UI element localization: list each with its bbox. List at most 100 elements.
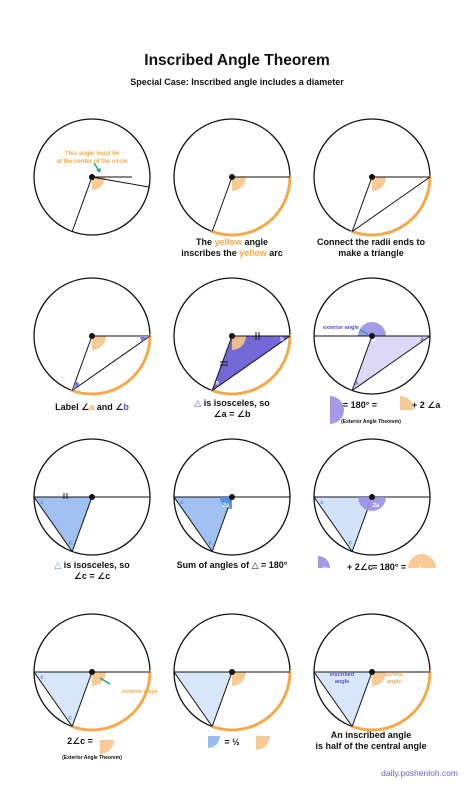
p10-chord <box>33 671 73 727</box>
p3-yellow-arc <box>350 175 432 237</box>
p6-equation: = 180° = <box>343 400 377 410</box>
p4-chord <box>71 335 151 391</box>
p1-note-1: This angle must be <box>65 151 120 157</box>
p12-central-wedge <box>372 672 386 686</box>
p1-radius-b <box>91 176 150 188</box>
p10-caption: 2∠c = <box>67 736 93 746</box>
p8-center-icon <box>229 494 235 500</box>
p4-center-icon <box>89 333 95 339</box>
footer-brand: daily.poshenloh.com <box>381 768 458 778</box>
p12-inscribed-1: inscribed <box>330 672 354 678</box>
p5-caption-2: ∠a = ∠b <box>214 409 251 419</box>
p2-caption-1: The yellow angle <box>196 237 268 247</box>
p9-equals: = 180° = <box>372 562 406 572</box>
p8-triangle <box>174 497 232 552</box>
p10-eq-wedge <box>100 740 114 754</box>
p12-triangle <box>314 672 372 727</box>
p10-center-icon <box>89 669 95 675</box>
p8-caption: Sum of angles of △ = 180° <box>177 560 288 570</box>
p11-central-wedge <box>232 672 246 686</box>
p6-arrow-icon <box>359 329 369 335</box>
p2-radius-left <box>211 176 233 232</box>
p6-label-a2: a <box>420 337 424 343</box>
p2-center-icon <box>229 174 235 180</box>
p4-caption: Label ∠a and ∠b <box>55 402 129 412</box>
p5-yellow-arc <box>210 334 292 396</box>
p6-eq-wedge-purple <box>330 396 344 424</box>
p11-chord <box>173 671 213 727</box>
p6-label-2a: 2a <box>369 337 376 343</box>
p9-chord <box>313 496 353 552</box>
p2-caption-2: inscribes the yellow arc <box>181 248 283 258</box>
p5-caption-1: △ is isosceles, so <box>194 398 270 408</box>
p3-central-wedge <box>372 177 386 191</box>
p7-label-c1: c <box>40 500 44 506</box>
p12-central-1: central <box>385 672 404 678</box>
p10-triangle <box>34 672 92 727</box>
p3-caption-2: make a triangle <box>338 248 404 258</box>
p9-label-2a: 2a <box>373 503 380 509</box>
p10-yellow-arc <box>70 670 152 732</box>
p10-label-c2: c <box>68 716 72 722</box>
p6-radius <box>351 335 373 391</box>
p3-caption-1: Connect the radii ends to <box>317 237 426 247</box>
p11-yellow-arc <box>210 670 292 732</box>
p8-chord <box>173 496 213 552</box>
p4-angle-b-wedge <box>140 336 150 341</box>
p3-radius-left <box>351 176 373 232</box>
p5-center-icon <box>229 333 235 339</box>
circle-diagrams: a b a b 2a a a c c 2a c c 2a c c 2a 2a c c <box>33 118 436 754</box>
p12-chord <box>313 671 353 727</box>
p9-label-c2: c <box>348 541 352 547</box>
p6-eq-wedge-orange <box>400 396 414 410</box>
p1-note-2: at the center of the circle <box>56 159 128 165</box>
p6-label-a1: a <box>354 381 358 387</box>
p10-exterior-label: exterior angle <box>122 689 158 695</box>
p9-eq-wedge-left <box>318 556 330 568</box>
p2-central-wedge <box>232 177 246 191</box>
p4-yellow-arc <box>70 334 152 396</box>
p3-center-icon <box>369 174 375 180</box>
p9-central-wedge <box>358 497 386 511</box>
p5-label-a: a <box>215 381 219 387</box>
p7-triangle <box>34 497 92 552</box>
p12-caption-2: is half of the central angle <box>315 741 426 751</box>
p9-eq-label-right: 2a <box>419 567 426 573</box>
p10-central-wedge <box>92 672 106 686</box>
p7-radius <box>71 496 93 552</box>
p11-center-icon <box>229 669 235 675</box>
p6-note: (Exterior Angle Theorem) <box>341 419 401 425</box>
p9-plus: + 2∠c <box>347 562 373 572</box>
p1-center-icon <box>89 174 95 180</box>
p4-angle-a-wedge <box>72 381 80 391</box>
p9-label-c1: c <box>320 500 324 506</box>
p12-radius <box>351 671 373 727</box>
p4-label-b: b <box>141 337 145 343</box>
p5-radius-left <box>211 335 233 391</box>
p4-radius-left <box>71 335 93 391</box>
p7-caption-1: △ is isosceles, so <box>54 560 130 570</box>
p7-caption-2: ∠c = ∠c <box>74 571 110 581</box>
p11-eq-wedge-blue <box>208 736 220 748</box>
p12-yellow-arc <box>350 670 432 732</box>
p7-chord <box>33 496 73 552</box>
p12-central-2: angle <box>387 679 401 685</box>
p11-triangle <box>174 672 232 727</box>
p1-radius-a <box>71 176 93 232</box>
p10-arrow-icon <box>99 677 111 685</box>
p4-central-wedge <box>92 336 106 350</box>
p1-central-wedge <box>92 177 105 190</box>
p6-center-icon <box>369 333 375 339</box>
p10-note: (Exterior Angle Theorem) <box>62 755 122 761</box>
p9-eq-wedge-right <box>408 554 436 568</box>
p11-equation: = ½ <box>224 737 240 747</box>
p6-exterior-label: exterior angle <box>323 325 359 331</box>
p12-inscribed-2: angle <box>335 679 349 685</box>
p5-label-b: b <box>280 337 284 343</box>
p9-center-icon <box>369 494 375 500</box>
p2-yellow-arc <box>210 175 292 237</box>
p6-plus: + 2 ∠a <box>412 400 441 410</box>
p7-center-icon <box>89 494 95 500</box>
p1-circle <box>33 118 151 236</box>
page-subtitle: Special Case: Inscribed angle includes a… <box>130 77 344 87</box>
